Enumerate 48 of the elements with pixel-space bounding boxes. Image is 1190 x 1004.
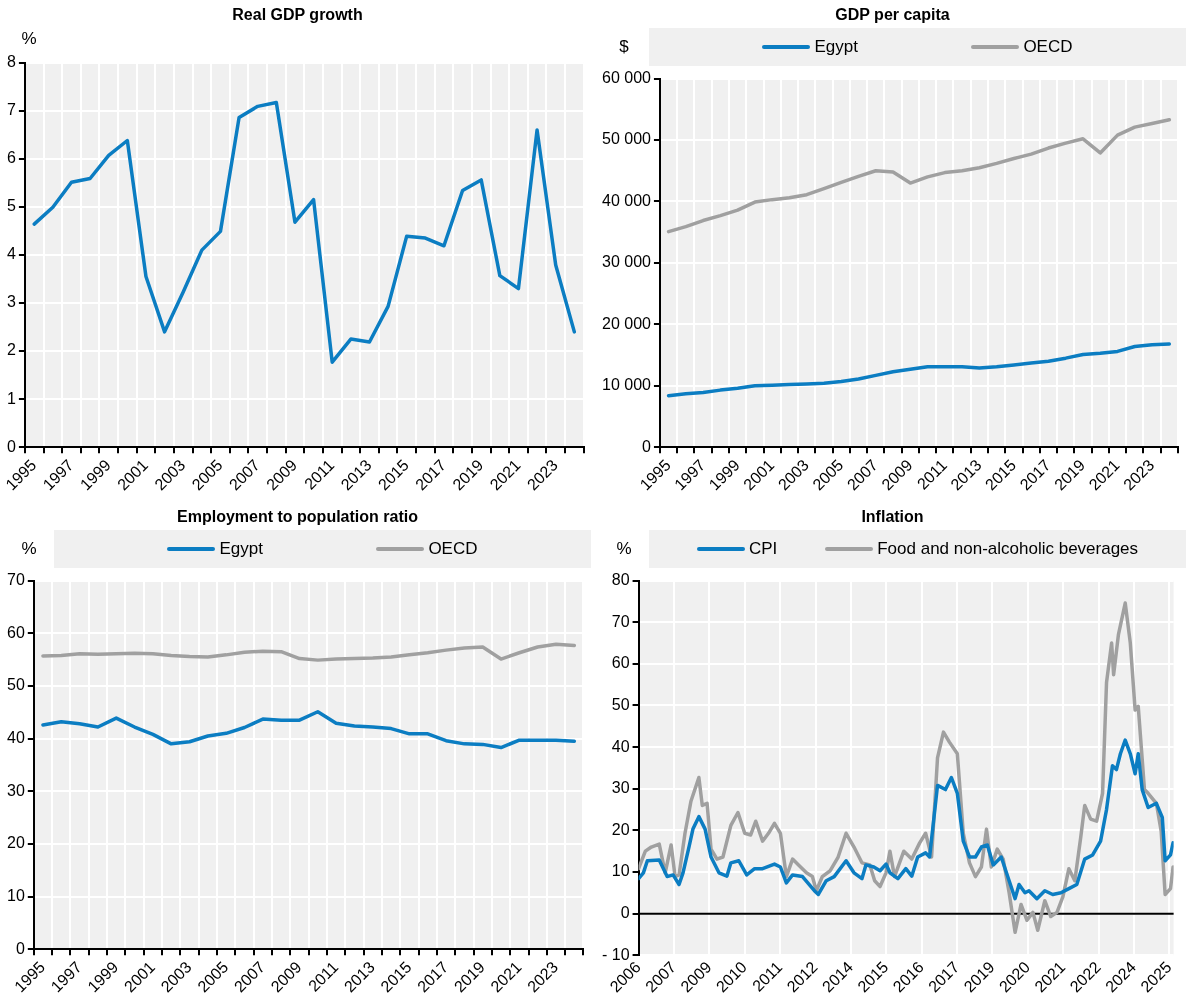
y-axis-title: % [20, 29, 38, 49]
legend-label: OECD [428, 539, 478, 559]
legend-label: Egypt [219, 539, 263, 559]
y-tick-label: 0 [620, 904, 630, 922]
y-tick-label: 30 [7, 781, 25, 799]
y-tick-label: 7 [6, 101, 16, 119]
y-tick-label: 10 [611, 862, 630, 880]
y-axis-title: $ [618, 37, 630, 57]
legend-label: CPI [748, 539, 778, 559]
y-tick-label: 70 [7, 571, 25, 589]
chart-title: GDP per capita [834, 5, 951, 25]
y-tick-label: 10 [7, 887, 25, 904]
y-tick-label: 3 [6, 293, 16, 311]
y-tick-label: 0 [6, 437, 16, 455]
y-tick-label: 10 000 [602, 376, 652, 394]
y-tick-label: 40 000 [602, 191, 652, 209]
y-tick-label: 1 [6, 389, 16, 407]
y-tick-label: 50 [7, 676, 25, 694]
y-axis-title: % [20, 539, 38, 559]
legend-label: OECD [1023, 37, 1073, 57]
legend-label: Food and non-alcoholic beverages [877, 539, 1139, 559]
y-tick-label: 40 [7, 729, 25, 746]
y-tick-label: 0 [642, 437, 652, 455]
legend-label: Egypt [814, 37, 858, 57]
y-tick-label: 5 [6, 197, 16, 215]
y-tick-label: 40 [611, 737, 630, 755]
y-tick-label: 30 000 [602, 253, 652, 271]
y-tick-label: 2 [6, 341, 16, 359]
y-tick-label: 60 [7, 623, 25, 641]
y-tick-label: 6 [6, 149, 16, 167]
y-tick-label: 30 [611, 779, 630, 797]
chart-title: Real GDP growth [231, 5, 364, 25]
y-tick-label: 20 [611, 820, 630, 838]
chart-title: Inflation [860, 507, 925, 527]
y-tick-label: 0 [15, 939, 25, 957]
y-tick-label: 60 [611, 654, 630, 672]
y-tick-label: 50 [611, 695, 630, 713]
y-tick-label: - 10 [601, 945, 630, 963]
y-tick-label: 60 000 [602, 69, 652, 87]
y-tick-label: 50 000 [602, 130, 652, 148]
chart-title: Employment to population ratio [176, 507, 419, 527]
y-tick-label: 20 000 [602, 314, 652, 332]
y-tick-label: 4 [6, 245, 16, 263]
y-tick-label: 20 [7, 834, 25, 852]
y-tick-label: 80 [611, 571, 630, 589]
y-tick-label: 70 [611, 612, 630, 630]
y-axis-title: % [615, 539, 633, 559]
y-tick-label: 8 [6, 53, 16, 71]
